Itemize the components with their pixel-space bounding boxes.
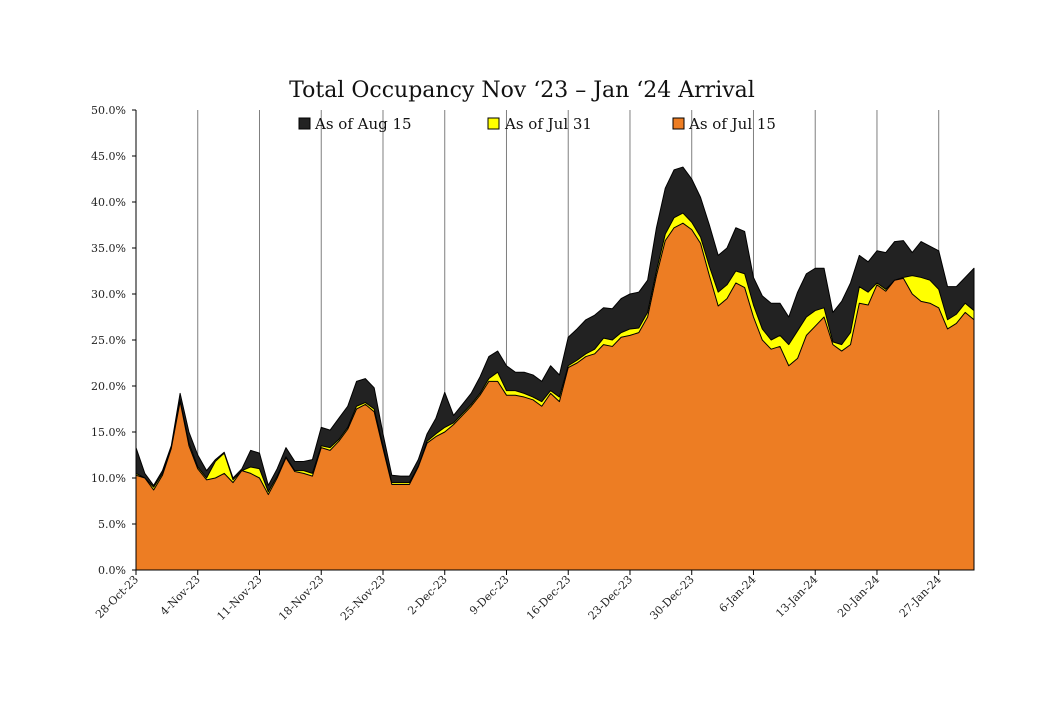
x-tick-label: 23-Dec-23 (586, 573, 635, 622)
x-tick-label: 30-Dec-23 (647, 573, 696, 622)
chart-title: Total Occupancy Nov ‘23 – Jan ‘24 Arriva… (289, 78, 755, 103)
x-tick-label: 27-Jan-24 (897, 573, 944, 620)
y-tick-label: 5.0% (98, 518, 126, 531)
legend-swatch-aug15 (298, 117, 311, 130)
y-tick-label: 10.0% (91, 472, 126, 485)
y-tick-label: 35.0% (91, 242, 126, 255)
x-tick-label: 20-Jan-24 (835, 573, 882, 620)
legend-label-aug15: As of Aug 15 (314, 115, 412, 133)
x-tick-label: 13-Jan-24 (773, 573, 820, 620)
y-tick-label: 0.0% (98, 564, 126, 577)
area-layer (135, 166, 975, 571)
x-tick-label: 25-Nov-23 (338, 573, 388, 623)
y-tick-label: 45.0% (91, 150, 126, 163)
y-tick-label: 30.0% (91, 288, 126, 301)
legend: As of Aug 15 As of Jul 31 As of Jul 15 (298, 115, 776, 133)
x-tick-label: 16-Dec-23 (524, 573, 573, 622)
x-tick-label: 4-Nov-23 (158, 573, 203, 618)
y-tick-label: 40.0% (91, 196, 126, 209)
legend-label-jul15: As of Jul 15 (688, 115, 776, 133)
x-tick-label: 11-Nov-23 (214, 573, 264, 623)
y-tick-label: 25.0% (91, 334, 126, 347)
legend-swatch-jul15 (672, 117, 685, 130)
legend-swatch-jul31 (487, 117, 500, 130)
x-tick-label: 6-Jan-24 (717, 573, 759, 615)
legend-label-jul31: As of Jul 31 (504, 115, 592, 133)
x-tick-label: 18-Nov-23 (276, 573, 326, 623)
y-tick-label: 20.0% (91, 380, 126, 393)
x-tick-label: 2-Dec-23 (405, 573, 449, 617)
x-tick-label: 28-Oct-23 (93, 573, 141, 621)
x-tick-label: 9-Dec-23 (467, 573, 511, 617)
y-tick-label: 15.0% (91, 426, 126, 439)
area-series-jul15 (135, 222, 975, 571)
y-tick-label: 50.0% (91, 104, 126, 117)
